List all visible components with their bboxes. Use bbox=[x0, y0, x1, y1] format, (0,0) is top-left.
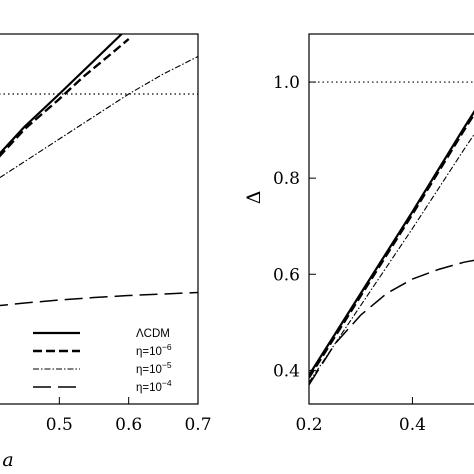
series-line-3 bbox=[0, 291, 198, 307]
x-tick-label: 0.4 bbox=[399, 415, 426, 435]
series-line-0 bbox=[309, 110, 474, 376]
series-line-3 bbox=[309, 259, 474, 386]
x-axis-label: a bbox=[2, 449, 13, 471]
plot-frame bbox=[308, 33, 474, 405]
plot-frame bbox=[0, 33, 199, 405]
x-tick-label: 0.6 bbox=[115, 415, 142, 435]
x-tick-label: 0.7 bbox=[184, 415, 211, 435]
x-tick-label: 0.2 bbox=[295, 415, 322, 435]
series-line-2 bbox=[309, 133, 474, 383]
y-axis-label: Δ bbox=[243, 191, 265, 205]
y-tick-label: 1.0 bbox=[273, 73, 300, 93]
legend-label-0: ΛCDM bbox=[136, 328, 170, 340]
series-line-0 bbox=[0, 34, 123, 155]
legend-label-1: η=10−6 bbox=[136, 342, 172, 358]
legend-label-3: η=10−4 bbox=[136, 378, 172, 394]
y-tick-label: 0.4 bbox=[273, 361, 300, 381]
y-tick-label: 0.8 bbox=[273, 169, 300, 189]
series-line-2 bbox=[0, 56, 198, 179]
right-panel: 0.2 0.4 0.4 0.6 0.8 1.0 Δ bbox=[243, 33, 474, 435]
y-tick-label: 0.6 bbox=[273, 265, 300, 285]
series-line-1 bbox=[0, 38, 130, 158]
legend-label-2: η=10−5 bbox=[136, 360, 172, 376]
left-panel: 0.5 0.6 0.7 a ΛCDM η=10−6 η=10−5 η=10−4 bbox=[0, 33, 212, 471]
x-tick-label: 0.5 bbox=[46, 415, 73, 435]
